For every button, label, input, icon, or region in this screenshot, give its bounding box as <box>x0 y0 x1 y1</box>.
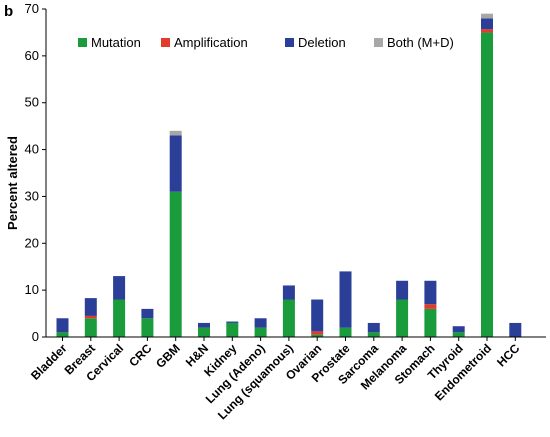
bar-segment-both-m-d--15 <box>481 13 493 19</box>
bar-segment-mutation-11 <box>367 332 380 337</box>
bar-segment-deletion-10 <box>339 271 352 328</box>
bar-segment-deletion-16 <box>509 322 522 337</box>
bar-segment-deletion-5 <box>198 322 210 328</box>
bar-segment-both-m-d--4 <box>169 130 182 136</box>
y-tick-label: 40 <box>25 142 39 157</box>
y-tick-label: 50 <box>25 95 39 110</box>
bar-segment-mutation-7 <box>254 327 267 337</box>
legend: Mutation Amplification Deletion Both (M+D) <box>78 35 454 50</box>
x-tick-label: CRC <box>126 341 155 370</box>
x-tick-label: Bladder <box>28 341 70 383</box>
y-tick-label: 0 <box>32 329 39 344</box>
legend-swatch-mutation <box>78 38 87 47</box>
bar-segment-mutation-9 <box>311 334 324 337</box>
bar-segment-mutation-10 <box>339 327 352 337</box>
bar-segment-deletion-4 <box>169 135 182 192</box>
bar-segment-mutation-2 <box>113 299 126 337</box>
y-tick-label: 20 <box>25 235 39 250</box>
legend-label: Both (M+D) <box>387 35 454 50</box>
bar-segment-amplification-13 <box>424 304 437 309</box>
bar-segment-amplification-15 <box>481 29 493 33</box>
bar-segment-mutation-8 <box>282 299 295 337</box>
bar-segment-mutation-6 <box>226 322 239 337</box>
bar-segment-mutation-12 <box>396 299 409 337</box>
legend-label: Mutation <box>91 35 141 50</box>
bar-segment-deletion-13 <box>424 280 437 305</box>
x-tick-label: HCC <box>494 341 523 370</box>
y-tick-label: 30 <box>25 188 39 203</box>
bar-segment-amplification-9 <box>311 331 324 335</box>
bar-segment-deletion-9 <box>311 299 324 332</box>
legend-swatch-amplification <box>161 38 170 47</box>
y-tick-label: 10 <box>25 282 39 297</box>
y-axis-label: Percent altered <box>5 136 20 230</box>
panel-label: b <box>4 3 13 20</box>
bar-segment-deletion-2 <box>113 276 126 300</box>
bar-segment-deletion-3 <box>141 308 154 319</box>
bar-segment-deletion-12 <box>396 280 409 300</box>
bar-segment-mutation-0 <box>56 332 69 337</box>
legend-label: Deletion <box>298 35 346 50</box>
bar-segment-mutation-13 <box>424 308 437 337</box>
bar-segment-deletion-14 <box>452 326 465 333</box>
bars <box>56 13 522 338</box>
bar-segment-deletion-0 <box>56 318 69 333</box>
bar-segment-mutation-1 <box>84 318 97 337</box>
y-tick-label: 70 <box>25 1 39 16</box>
bar-segment-amplification-1 <box>84 315 97 319</box>
bar-segment-deletion-11 <box>367 322 380 333</box>
y-axis: 0 10 20 30 40 50 60 70 <box>25 1 47 344</box>
bar-segment-mutation-14 <box>452 332 465 337</box>
legend-swatch-both-m-d- <box>374 38 383 47</box>
legend-label: Amplification <box>174 35 248 50</box>
bar-segment-deletion-15 <box>481 18 493 30</box>
bar-segment-mutation-4 <box>169 191 182 337</box>
bar-segment-deletion-7 <box>254 318 267 328</box>
bar-segment-mutation-3 <box>141 318 154 337</box>
bar-segment-deletion-6 <box>226 321 239 323</box>
bar-segment-deletion-8 <box>282 285 295 300</box>
legend-swatch-deletion <box>285 38 294 47</box>
x-tick-label: GBM <box>153 341 183 371</box>
y-tick-label: 60 <box>25 48 39 63</box>
bar-segment-mutation-15 <box>481 32 493 338</box>
bar-segment-deletion-1 <box>84 298 97 316</box>
bar-segment-mutation-5 <box>198 327 210 337</box>
